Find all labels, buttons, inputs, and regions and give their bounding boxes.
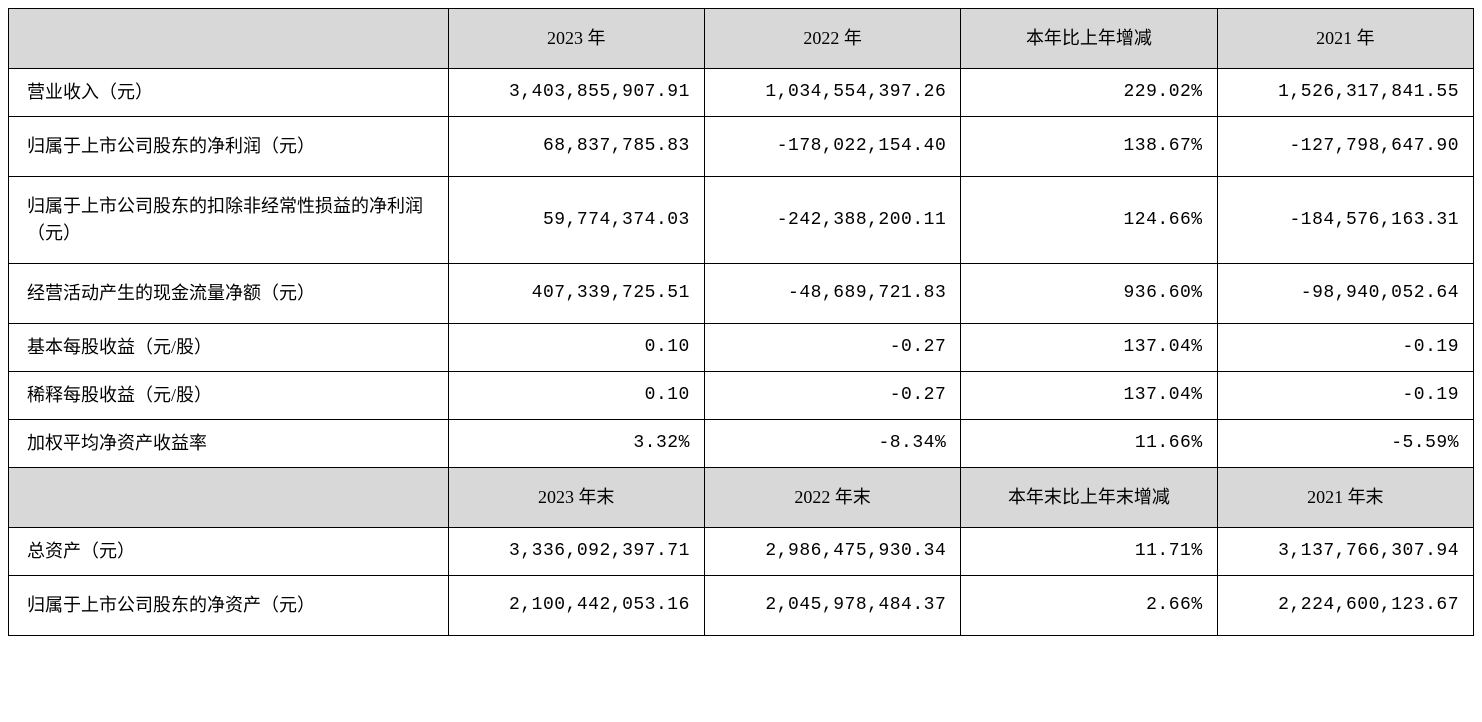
row-label: 总资产（元） [9, 528, 449, 576]
column-header: 2023 年末 [448, 468, 704, 528]
row-label: 归属于上市公司股东的净利润（元） [9, 117, 449, 177]
data-cell: 137.04% [961, 324, 1217, 372]
table-row: 营业收入（元）3,403,855,907.911,034,554,397.262… [9, 69, 1474, 117]
column-header: 2021 年 [1217, 9, 1473, 69]
table-header-row: 2023 年2022 年本年比上年增减2021 年 [9, 9, 1474, 69]
data-cell: -5.59% [1217, 420, 1473, 468]
data-cell: 2,986,475,930.34 [704, 528, 960, 576]
data-cell: 1,034,554,397.26 [704, 69, 960, 117]
table-row: 经营活动产生的现金流量净额（元）407,339,725.51-48,689,72… [9, 264, 1474, 324]
table-header-row: 2023 年末2022 年末本年末比上年末增减2021 年末 [9, 468, 1474, 528]
data-cell: -0.27 [704, 372, 960, 420]
row-label: 稀释每股收益（元/股） [9, 372, 449, 420]
table-row: 加权平均净资产收益率3.32%-8.34%11.66%-5.59% [9, 420, 1474, 468]
financial-table: 2023 年2022 年本年比上年增减2021 年营业收入（元）3,403,85… [8, 8, 1474, 636]
data-cell: 68,837,785.83 [448, 117, 704, 177]
data-cell: 3,137,766,307.94 [1217, 528, 1473, 576]
column-header: 2022 年末 [704, 468, 960, 528]
data-cell: 138.67% [961, 117, 1217, 177]
column-header [9, 468, 449, 528]
data-cell: 2,224,600,123.67 [1217, 576, 1473, 636]
data-cell: -0.19 [1217, 372, 1473, 420]
data-cell: 0.10 [448, 324, 704, 372]
data-cell: -8.34% [704, 420, 960, 468]
column-header: 本年比上年增减 [961, 9, 1217, 69]
table-row: 归属于上市公司股东的净利润（元）68,837,785.83-178,022,15… [9, 117, 1474, 177]
column-header [9, 9, 449, 69]
column-header: 2021 年末 [1217, 468, 1473, 528]
data-cell: -98,940,052.64 [1217, 264, 1473, 324]
data-cell: 1,526,317,841.55 [1217, 69, 1473, 117]
table-row: 总资产（元）3,336,092,397.712,986,475,930.3411… [9, 528, 1474, 576]
row-label: 加权平均净资产收益率 [9, 420, 449, 468]
data-cell: -0.19 [1217, 324, 1473, 372]
data-cell: -178,022,154.40 [704, 117, 960, 177]
table-row: 基本每股收益（元/股）0.10-0.27137.04%-0.19 [9, 324, 1474, 372]
row-label: 归属于上市公司股东的净资产（元） [9, 576, 449, 636]
data-cell: 11.66% [961, 420, 1217, 468]
data-cell: 229.02% [961, 69, 1217, 117]
row-label: 经营活动产生的现金流量净额（元） [9, 264, 449, 324]
data-cell: -242,388,200.11 [704, 177, 960, 264]
data-cell: 407,339,725.51 [448, 264, 704, 324]
data-cell: 11.71% [961, 528, 1217, 576]
data-cell: 936.60% [961, 264, 1217, 324]
data-cell: 3,403,855,907.91 [448, 69, 704, 117]
column-header: 2022 年 [704, 9, 960, 69]
data-cell: -127,798,647.90 [1217, 117, 1473, 177]
column-header: 本年末比上年末增减 [961, 468, 1217, 528]
table-row: 归属于上市公司股东的净资产（元）2,100,442,053.162,045,97… [9, 576, 1474, 636]
data-cell: 124.66% [961, 177, 1217, 264]
data-cell: 3.32% [448, 420, 704, 468]
data-cell: 0.10 [448, 372, 704, 420]
data-cell: -48,689,721.83 [704, 264, 960, 324]
table-row: 归属于上市公司股东的扣除非经常性损益的净利润（元）59,774,374.03-2… [9, 177, 1474, 264]
data-cell: 3,336,092,397.71 [448, 528, 704, 576]
data-cell: 2.66% [961, 576, 1217, 636]
row-label: 基本每股收益（元/股） [9, 324, 449, 372]
data-cell: 59,774,374.03 [448, 177, 704, 264]
row-label: 归属于上市公司股东的扣除非经常性损益的净利润（元） [9, 177, 449, 264]
data-cell: 137.04% [961, 372, 1217, 420]
data-cell: -0.27 [704, 324, 960, 372]
data-cell: -184,576,163.31 [1217, 177, 1473, 264]
data-cell: 2,045,978,484.37 [704, 576, 960, 636]
column-header: 2023 年 [448, 9, 704, 69]
data-cell: 2,100,442,053.16 [448, 576, 704, 636]
table-row: 稀释每股收益（元/股）0.10-0.27137.04%-0.19 [9, 372, 1474, 420]
row-label: 营业收入（元） [9, 69, 449, 117]
